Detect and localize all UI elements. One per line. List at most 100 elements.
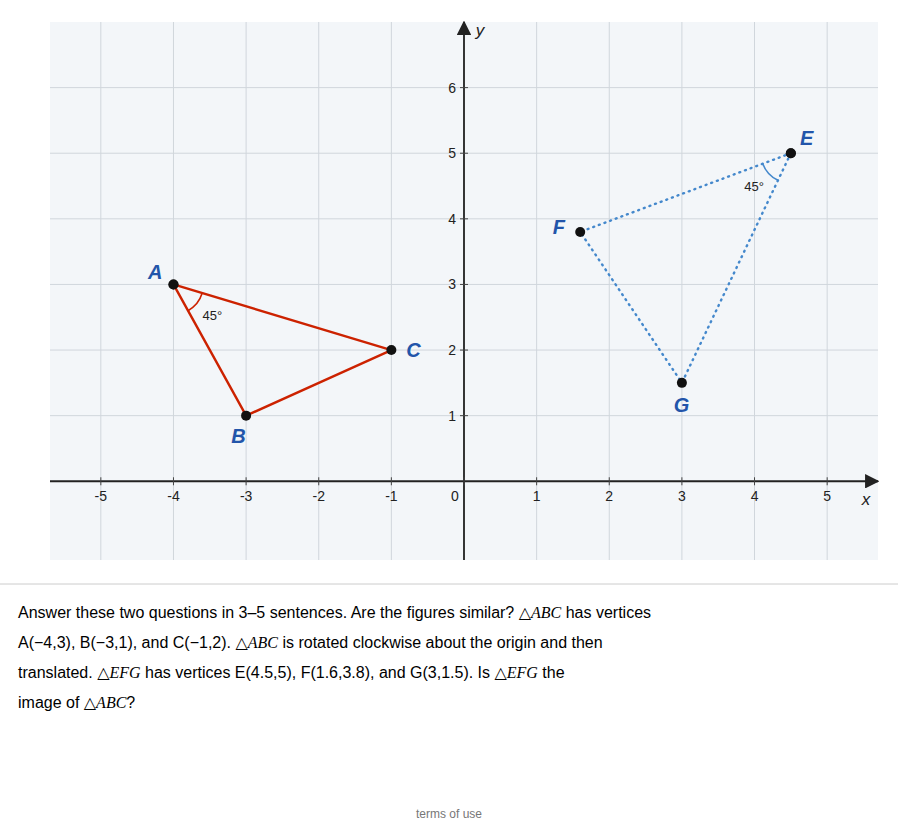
y-tick [460,415,468,416]
note-math: △EFG [97,664,141,681]
marks [168,148,795,420]
note-text: image of [18,694,84,711]
x-tick [391,477,392,485]
vertex-point [786,148,796,158]
plot-background [50,22,878,560]
x-tick-label: -4 [167,488,180,504]
x-tick-label: -3 [240,488,253,504]
x-tick [100,477,101,485]
note: Answer these two questions in 3–5 senten… [18,604,651,711]
note-text: the [538,664,565,681]
y-tick [460,218,468,219]
grid-line-x [681,22,682,560]
vertex-label: C [406,339,421,361]
note-text: ? [126,694,135,711]
y-tick-label: 2 [448,342,456,358]
grid-line-x [609,22,610,560]
y-tick [460,153,468,154]
x-tick [609,477,610,485]
note-math: △EFG [494,664,538,681]
y-axis-label: y [475,21,486,40]
x-tick [827,477,828,485]
note-text: A(−4,3), B(−3,1), and C(−1,2). [18,634,235,651]
angle-arc [763,164,778,181]
annotations: 45° 45° A B C E F G [147,127,814,447]
footer: terms of use [416,807,482,821]
x-tick-label: -1 [385,488,398,504]
y-tick-label: 5 [448,145,456,161]
vertex-label: E [800,127,814,149]
grid-line-x [827,22,828,560]
note-line: A(−4,3), B(−3,1), and C(−1,2). △ABC is r… [18,634,603,651]
note-math: △ABC [235,634,278,651]
grid-line-y [50,415,878,416]
angle-label: 45° [744,179,764,194]
note-text: has vertices E(4.5,5), F(1.6,3.8), and G… [141,664,495,681]
triangle-line [173,284,391,415]
grid-line-x [173,22,174,560]
vertex-point [168,279,178,289]
x-tick-label: 1 [533,488,541,504]
x-tick-label: 4 [751,488,759,504]
vertex-point [677,378,687,388]
x-tick-label: 2 [605,488,613,504]
y-tick [460,87,468,88]
grid-line-x [246,22,247,560]
grid-line-x [536,22,537,560]
angle-arc [188,293,202,311]
grid-line-x [754,22,755,560]
triangle-line [580,153,791,383]
y-tick-label: 6 [448,80,456,96]
vertex-label: F [553,216,566,238]
x-tick [681,477,682,485]
vertex-label: B [231,425,245,447]
vertex-point [168,279,178,289]
x-tick-label: 0 [451,488,459,504]
note-text: Answer these two questions in 3–5 senten… [18,604,519,621]
x-tick-label: -2 [313,488,326,504]
note-text: has vertices [561,604,651,621]
x-tick [173,477,174,485]
grid-line-y [50,87,878,88]
vertex-label: G [674,394,690,416]
axes: -5 -4 -3 -2 -1 0 1 2 3 4 5 1 2 3 4 5 6 x y [50,21,878,560]
grid-line-y [50,350,878,351]
note-line: image of △ABC? [18,694,135,711]
grid-line-x [464,22,465,560]
x-tick [464,477,465,485]
grid-line-x [391,22,392,560]
vertex-point [386,345,396,355]
grid-line-y [50,218,878,219]
x-tick [246,477,247,485]
note-line: Answer these two questions in 3–5 senten… [18,604,651,621]
x-tick [754,477,755,485]
grid-line-x [100,22,101,560]
vertex-point [786,148,796,158]
x-tick [536,477,537,485]
note-text: translated. [18,664,97,681]
grid-line-y [50,153,878,154]
y-tick [460,350,468,351]
note-line: translated. △EFG has vertices E(4.5,5), … [18,664,565,681]
note-math: △ABC [519,604,562,621]
note-text: is rotated clockwise about the origin an… [278,634,603,651]
x-tick-label: -5 [95,488,108,504]
separator [0,584,898,585]
vertex-point [575,227,585,237]
chart: -5 -4 -3 -2 -1 0 1 2 3 4 5 1 2 3 4 5 6 x y 45° 45° A B C E F G Answ… [0,0,898,828]
grid [50,22,878,560]
x-tick-label: 5 [823,488,831,504]
x-tick-label: 3 [678,488,686,504]
vertex-point [241,411,251,421]
x-axis-label: x [861,490,871,509]
vertex-label: A [147,261,162,283]
y-axis-line [463,22,465,560]
grid-line-x [318,22,319,560]
angle-label: 45° [203,308,223,323]
y-tick [460,284,468,285]
note-math: △ABC [84,694,127,711]
y-tick-label: 1 [448,408,456,424]
y-tick-label: 3 [448,276,456,292]
y-tick-label: 4 [448,211,456,227]
x-tick [318,477,319,485]
